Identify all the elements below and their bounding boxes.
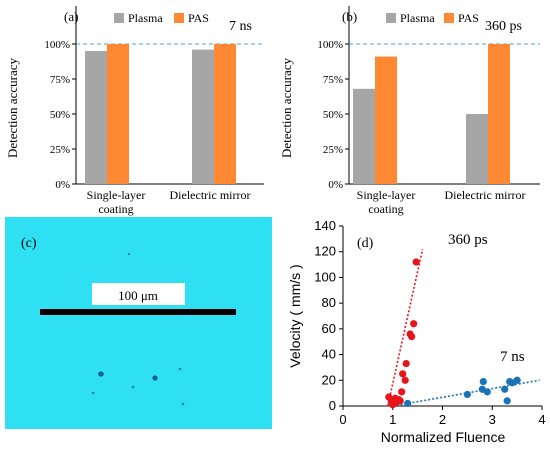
chart-d-point-360ps (408, 332, 416, 341)
chart-b-bar-pas-1 (375, 56, 397, 184)
micrograph-panel-label: (c) (21, 236, 37, 251)
chart-b-legend-swatch-plasma (386, 13, 396, 23)
chart-d-y-tick-label: 0 (329, 398, 336, 413)
chart-b-y-label: Detection accuracy (279, 58, 294, 158)
chart-d-y-label: Velocity ( mm/s ) (287, 264, 303, 367)
chart-d-panel-label: (d) (357, 236, 374, 251)
chart-d-point-360ps (401, 376, 409, 384)
particle (152, 375, 158, 381)
micrograph-particles (91, 253, 185, 406)
chart-a-y-tick-label: 50% (50, 109, 70, 121)
chart-a-y-label: Detection accuracy (5, 58, 20, 158)
chart-d-series-label-7ns: 7 ns (500, 349, 525, 365)
chart-d-point-7ns (483, 388, 491, 396)
particle (98, 371, 104, 377)
chart-d-point-7ns (503, 397, 511, 405)
chart-a-legend: Plasma PAS (114, 11, 209, 25)
chart-b-category-1-line-2: coating (368, 202, 403, 216)
chart-b-y-tick-label: 25% (323, 144, 343, 156)
chart-b-annotation: 360 ps (485, 19, 522, 34)
chart-b-bar-plasma-2 (466, 114, 488, 184)
chart-a-legend-plasma: Plasma (128, 11, 163, 25)
chart-b-bar-pas-2 (488, 44, 510, 184)
chart-a-panel-label: (a) (64, 9, 78, 24)
chart-d-x-tick-label: 1 (389, 412, 396, 427)
chart-d-point-7ns (501, 385, 509, 393)
chart-a: 0% 25% 50% 75% 100% (a) 7 ns Plasma PAS Dete… (5, 6, 264, 216)
micrograph-background (5, 217, 272, 429)
scale-label-box (92, 283, 185, 305)
chart-b-legend: Plasma PAS (386, 11, 479, 25)
chart-d-point-7ns (404, 399, 412, 408)
chart-d-point-7ns (513, 376, 521, 384)
chart-d-point-7ns (463, 390, 471, 399)
chart-d-series-label-360ps: 360 ps (448, 232, 488, 248)
chart-a-legend-pas: PAS (188, 11, 209, 25)
chart-a-bar-pas-2 (214, 44, 236, 184)
chart-d-point-360ps (398, 388, 406, 396)
particle (181, 402, 185, 406)
chart-a-y-tick-label: 0% (55, 179, 70, 191)
chart-d-point-360ps (410, 320, 418, 328)
chart-d-x-tick-label: 2 (439, 412, 446, 427)
scale-bar-label: 100 μm (118, 288, 158, 303)
micrograph-c: (c) 100 μm (5, 217, 272, 429)
chart-d-x-tick-label: 3 (489, 412, 496, 427)
scale-bar (40, 309, 236, 315)
particle (131, 385, 135, 389)
chart-b: 0% 25% 50% 75% 100% (b) 360 ps Plasma PAS De… (279, 6, 540, 216)
chart-d-x-tick-label: 4 (538, 412, 545, 427)
chart-d-y-tick-label: 20 (322, 372, 336, 387)
chart-d-x-label: Normalized Fluence (381, 429, 506, 445)
chart-a-legend-swatch-pas (174, 13, 184, 23)
particle (178, 367, 182, 371)
chart-a-category-1-line-2: coating (98, 202, 133, 216)
chart-d-y-tick-label: 100 (314, 269, 336, 284)
chart-d-point-360ps (396, 397, 404, 405)
chart-a-y-tick-label: 75% (50, 74, 70, 86)
chart-b-category-2: Dielectric mirror (445, 188, 526, 202)
chart-b-legend-pas: PAS (458, 11, 479, 25)
chart-d-y-tick-label: 40 (322, 347, 336, 362)
chart-a-y-tick-label: 100% (44, 39, 70, 51)
chart-b-y-tick-label: 0% (328, 179, 343, 191)
chart-d-y-tick-label: 80 (322, 295, 336, 310)
chart-b-legend-plasma: Plasma (400, 11, 435, 25)
chart-d-x-tick-label: 0 (339, 412, 346, 427)
chart-d-point-360ps (402, 359, 410, 368)
chart-b-category-1-line-1: Single-layer (357, 188, 416, 202)
chart-d-y-tick-label: 120 (314, 244, 336, 259)
chart-a-category-1-line-1: Single-layer (87, 188, 146, 202)
particle (127, 253, 131, 255)
chart-b-bar-plasma-1 (353, 88, 375, 184)
chart-d: 0 20 40 60 80 100 120 140 0 1 2 3 4 (d) 360 ps 7 ns… (287, 218, 546, 445)
chart-d-point-360ps (399, 370, 407, 378)
chart-b-legend-swatch-pas (444, 13, 454, 23)
chart-d-point-7ns (479, 377, 487, 386)
particle (91, 391, 95, 395)
chart-b-y-tick-label: 50% (323, 109, 343, 121)
chart-d-y-tick-label: 60 (322, 321, 336, 336)
chart-d-point-360ps (412, 258, 420, 266)
chart-d-y-tick-label: 140 (314, 218, 336, 233)
chart-a-y-tick-label: 25% (50, 144, 70, 156)
chart-b-y-tick-label: 75% (323, 74, 343, 86)
chart-a-annotation: 7 ns (229, 19, 252, 34)
chart-a-bar-plasma-1 (85, 51, 107, 184)
chart-a-bar-pas-1 (107, 44, 129, 184)
chart-a-bar-plasma-2 (192, 49, 214, 184)
chart-d-trend-line-360ps (386, 248, 424, 407)
chart-a-legend-swatch-plasma (114, 13, 124, 23)
chart-a-category-2: Dielectric mirror (170, 188, 251, 202)
chart-b-panel-label: (b) (342, 9, 357, 24)
chart-b-y-tick-label: 100% (317, 39, 343, 51)
